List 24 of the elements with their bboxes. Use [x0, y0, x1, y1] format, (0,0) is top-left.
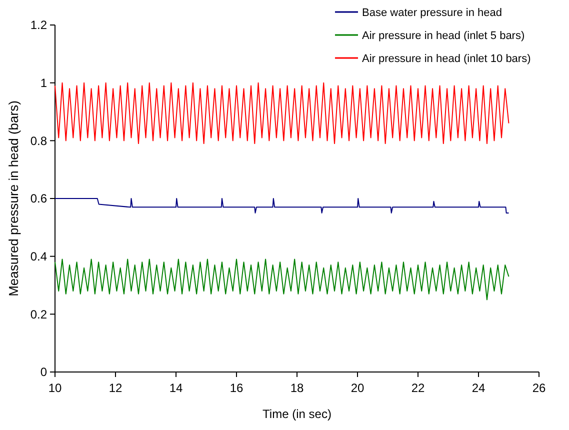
y-tick-label: 1	[40, 76, 48, 90]
legend-label: Base water pressure in head	[362, 6, 502, 19]
x-tick-label: 18	[290, 381, 304, 395]
y-tick-label: 0.4	[30, 250, 48, 264]
x-tick-label: 22	[411, 381, 425, 395]
x-axis-title: Time (in sec)	[262, 407, 332, 421]
x-tick-label: 24	[472, 381, 486, 395]
x-tick-label: 12	[108, 381, 122, 395]
line-series	[54, 82, 510, 144]
legend-label: Air pressure in head (inlet 5 bars)	[362, 30, 525, 42]
y-tick-label: 0.2	[30, 307, 48, 322]
x-tick-label: 26	[532, 381, 546, 395]
x-tick-label: 16	[230, 381, 244, 395]
x-tick-label: 20	[350, 381, 364, 395]
line-series	[54, 198, 510, 214]
y-tick-label: 1.2	[30, 18, 48, 32]
y-tick-label: 0.6	[30, 192, 48, 206]
y-tick-label: 0	[40, 365, 48, 380]
x-tick-label: 10	[48, 381, 62, 395]
y-tick-label: 0.8	[30, 134, 48, 148]
y-axis-title: Measured pressure in head (bars)	[6, 100, 21, 296]
x-tick-label: 14	[169, 381, 183, 395]
legend-label: Air pressure in head (inlet 10 bars)	[362, 52, 531, 65]
line-series	[54, 258, 510, 300]
